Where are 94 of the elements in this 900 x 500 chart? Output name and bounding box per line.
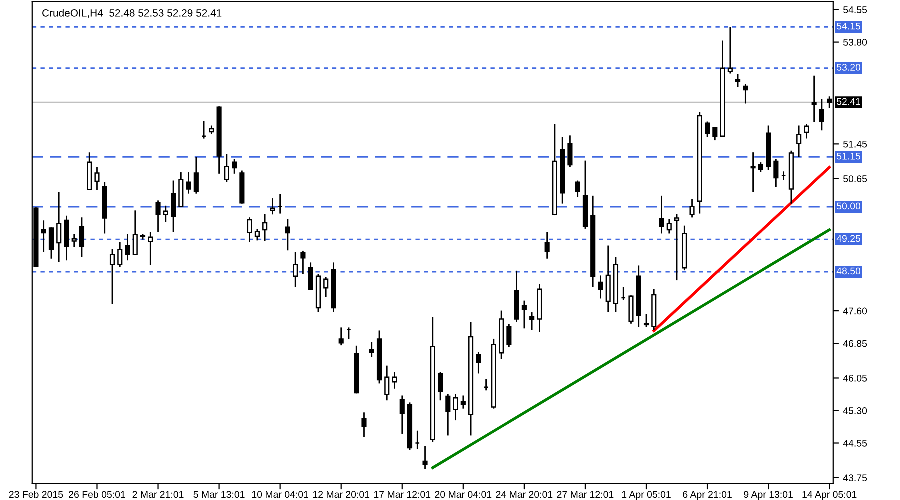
candlestick (170, 180, 176, 232)
y-tick-label: 46.05 (843, 374, 868, 382)
x-tick-label: 23 Feb 2015 (9, 490, 64, 498)
candlestick (285, 219, 290, 251)
candlestick (750, 152, 756, 192)
candlestick (79, 218, 85, 258)
candlestick (369, 342, 374, 358)
x-tick-label: 17 Mar 12:01 (374, 491, 431, 498)
x-tick-label: 10 Mar 04:01 (252, 491, 308, 498)
candlestick (41, 220, 46, 252)
candlestick (712, 127, 718, 141)
candlestick (224, 154, 230, 182)
x-tick-label: 1 Apr 05:01 (622, 491, 671, 500)
candlestick (774, 159, 779, 188)
ref-line-label: 50.00 (836, 202, 861, 210)
candlestick (118, 242, 123, 268)
candlestick (704, 122, 710, 138)
candlestick (324, 277, 329, 298)
candlestick (262, 214, 268, 242)
candlestick (56, 192, 62, 262)
candlestick (270, 198, 276, 215)
candlestick (644, 314, 650, 328)
candlestick (194, 157, 199, 194)
y-tick-label: 44.55 (843, 440, 868, 447)
candlestick (728, 27, 733, 74)
candlestick (743, 84, 748, 104)
ref-line-label: 52.41 (836, 98, 860, 106)
x-tick-label: 5 Mar 13:01 (194, 491, 245, 498)
candlestick (110, 249, 116, 304)
y-tick-label: 47.60 (843, 308, 868, 315)
candlestick (247, 218, 252, 242)
y-tick-label: 50.65 (844, 176, 868, 182)
candlestick (48, 228, 54, 259)
candlestick (156, 200, 161, 232)
candlestick (446, 394, 451, 436)
candlestick (148, 232, 154, 266)
candlestick (438, 372, 444, 401)
candlestick (362, 412, 367, 438)
x-tick-label: 26 Feb 05:01 (69, 490, 126, 498)
candlestick (132, 210, 138, 256)
candlestick (796, 126, 802, 158)
candlestick (598, 276, 604, 299)
text: CrudeOIL,H4 52.48 52.53 52.29 52.41 (42, 9, 222, 18)
candlestick (293, 252, 298, 288)
ref-line-label: 48.50 (836, 268, 861, 275)
candlestick (804, 124, 810, 139)
ref-line-label: 53.20 (836, 64, 861, 71)
candlestick (812, 76, 817, 122)
candlestick (530, 312, 535, 330)
candlestick (453, 394, 458, 421)
y-tick-label: 51.45 (844, 141, 868, 148)
x-tick-label: 9 Apr 13:01 (744, 491, 793, 500)
candlestick (72, 234, 77, 248)
candlestick (819, 99, 824, 131)
y-tick-label: 43.75 (843, 474, 868, 482)
candlestick (94, 167, 100, 190)
candlestick (422, 446, 428, 470)
ref-line-label: 51.15 (836, 153, 861, 160)
candlestick (736, 74, 741, 88)
candlestick (384, 366, 390, 401)
candlestick (400, 396, 405, 434)
candlestick (460, 396, 466, 409)
x-tick-label: 24 Mar 20:01 (496, 491, 553, 498)
y-tick-label: 53.80 (844, 39, 868, 46)
candlestick (254, 229, 260, 241)
candlestick (186, 172, 192, 194)
candlestick (338, 328, 344, 346)
candlestick (300, 250, 306, 274)
candlestick (666, 219, 672, 234)
ref-line-label: 49.25 (836, 235, 861, 242)
y-tick-label: 45.30 (843, 407, 868, 414)
y-tick-label: 54.55 (844, 6, 868, 14)
candlestick (659, 196, 664, 234)
x-tick-label: 14 Apr 05:01 (802, 491, 857, 500)
candlestick (568, 136, 573, 168)
x-tick-label: 27 Mar 12:01 (557, 491, 614, 498)
candlestick (674, 214, 680, 281)
candlestick (575, 180, 580, 198)
candlestick (544, 232, 550, 259)
candlestick (163, 206, 168, 222)
y-tick-label: 46.85 (843, 340, 868, 348)
candlestick (476, 352, 482, 374)
candlestick (232, 159, 238, 174)
candlestick (308, 262, 314, 290)
candlestick (506, 324, 512, 348)
candlestick (522, 300, 527, 329)
candlestick (690, 199, 695, 218)
candlestick (125, 234, 130, 261)
x-tick-label: 20 Mar 04:01 (435, 491, 492, 498)
x-tick-label: 6 Apr 21:01 (683, 491, 732, 500)
x-tick-label: 2 Mar 21:01 (132, 491, 184, 498)
x-tick-label: 12 Mar 20:01 (313, 491, 370, 498)
ref-line-label: 54.15 (836, 22, 861, 30)
candlestick (392, 372, 398, 389)
